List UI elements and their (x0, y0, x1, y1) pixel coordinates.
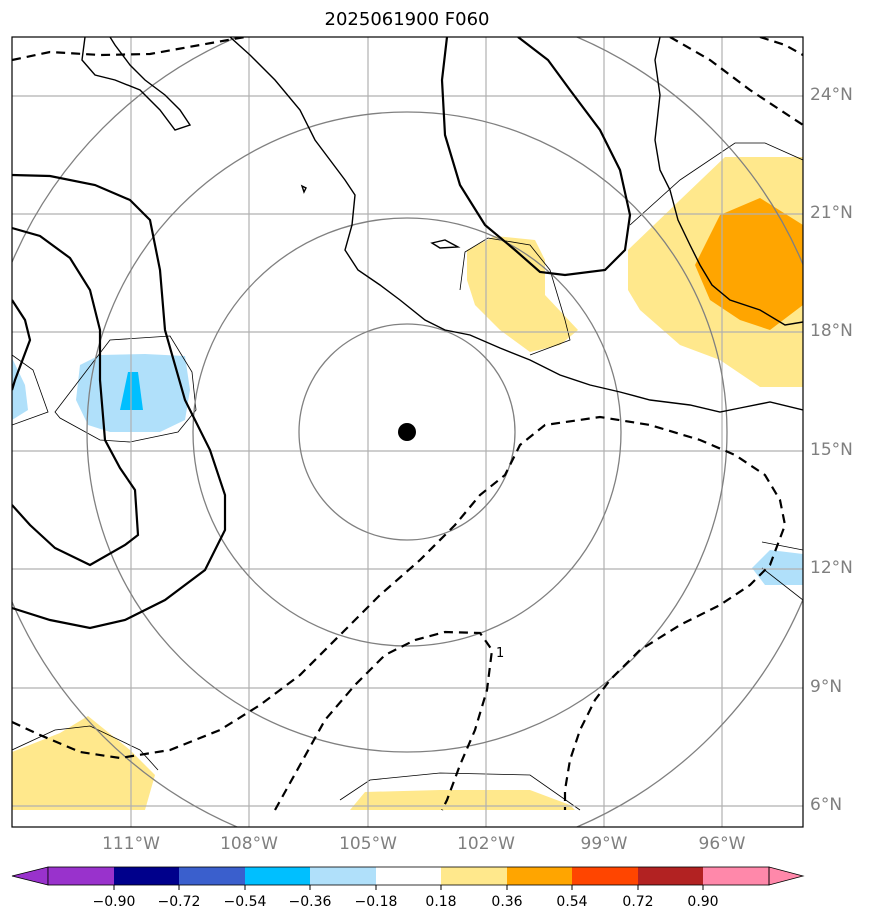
lat-label: 9°N (810, 677, 843, 697)
dashed-contour-center (12, 415, 787, 810)
colorbar-bin (376, 867, 441, 885)
lat-label: 6°N (810, 795, 843, 815)
mexico-pacific-coast (229, 37, 803, 413)
colorbar-bin (245, 867, 310, 885)
positive-anomaly-south (350, 790, 575, 810)
colorbar-tick-label: −0.54 (223, 894, 267, 910)
solid-contours (12, 37, 632, 630)
islas-marias (430, 239, 461, 249)
outline-southwest (12, 725, 159, 771)
colorbar-bin (179, 867, 245, 885)
colorbar-tick-label: 0.54 (556, 894, 588, 910)
dashed-contours (12, 37, 803, 811)
colorbar-min-extension (11, 866, 49, 886)
lon-label: 111°W (102, 834, 160, 854)
colorbar-tick-label: −0.18 (354, 894, 398, 910)
positive-anomaly-mexico (467, 236, 578, 352)
dashed-contour-northeast-2 (759, 37, 803, 56)
colorbar-tick-label: 0.36 (491, 894, 523, 910)
lat-label: 15°N (810, 440, 853, 460)
positive-anomaly-southwest (12, 716, 155, 810)
negative-anomaly-edge-west (12, 358, 28, 420)
colorbar-bin (572, 867, 638, 885)
colorbar-tick-label: −0.72 (157, 894, 201, 910)
dashed-contour-south (274, 630, 494, 811)
colorbar-bin (638, 867, 703, 885)
small-island (300, 184, 307, 194)
colorbar-bin (507, 867, 572, 885)
colorbar-tick-label: 0.72 (622, 894, 654, 910)
colorbar-bin (441, 867, 507, 885)
solid-contour-west-inner (12, 226, 140, 567)
map-frame (11, 36, 804, 828)
outline-gulf (629, 142, 803, 226)
contour-label: 1 (496, 646, 504, 661)
storm-center-marker (398, 423, 416, 441)
outline-west (54, 335, 197, 443)
map-title: 2025061900 F060 (324, 9, 490, 30)
solid-contour-west-lobe (12, 299, 32, 391)
outline-south (339, 772, 581, 811)
negative-anomaly-east (752, 550, 803, 585)
range-ring-1 (298, 323, 516, 541)
colorbar-frame (47, 866, 770, 886)
gulf-coast (654, 37, 803, 326)
colorbar-bin (48, 867, 114, 885)
lat-label: 24°N (810, 85, 853, 105)
colorbar-bin (310, 867, 376, 885)
anomaly-outlines (12, 142, 803, 811)
colorbar-bin (114, 867, 179, 885)
lon-label: 96°W (698, 834, 746, 854)
colorbar (11, 866, 805, 890)
solid-contour-north (440, 37, 632, 277)
lon-label: 105°W (339, 834, 397, 854)
range-ring-3 (86, 111, 728, 753)
lon-label: 108°W (220, 834, 278, 854)
baja-peninsula (81, 37, 192, 131)
colorbar-tick-label: 0.18 (425, 894, 457, 910)
colorbar-tick-label: −0.36 (288, 894, 332, 910)
coastlines (81, 37, 803, 413)
lon-label: 99°W (580, 834, 628, 854)
colorbar-tick-label: −0.90 (92, 894, 136, 910)
lat-label: 12°N (810, 558, 853, 578)
lat-label: 21°N (810, 203, 853, 223)
lat-label: 18°N (810, 321, 853, 341)
outline-mexico (459, 237, 571, 356)
dashed-contour-northeast-1 (669, 37, 803, 126)
lon-label: 102°W (457, 834, 515, 854)
colorbar-tick-label: 0.90 (687, 894, 719, 910)
dashed-contour-north (12, 37, 246, 62)
range-rings (12, 37, 803, 827)
outline-east (761, 541, 803, 601)
solid-contour-west-outer (12, 173, 227, 630)
colorbar-bin (703, 867, 769, 885)
range-ring-2 (192, 217, 622, 647)
colorbar-max-extension (768, 866, 805, 886)
